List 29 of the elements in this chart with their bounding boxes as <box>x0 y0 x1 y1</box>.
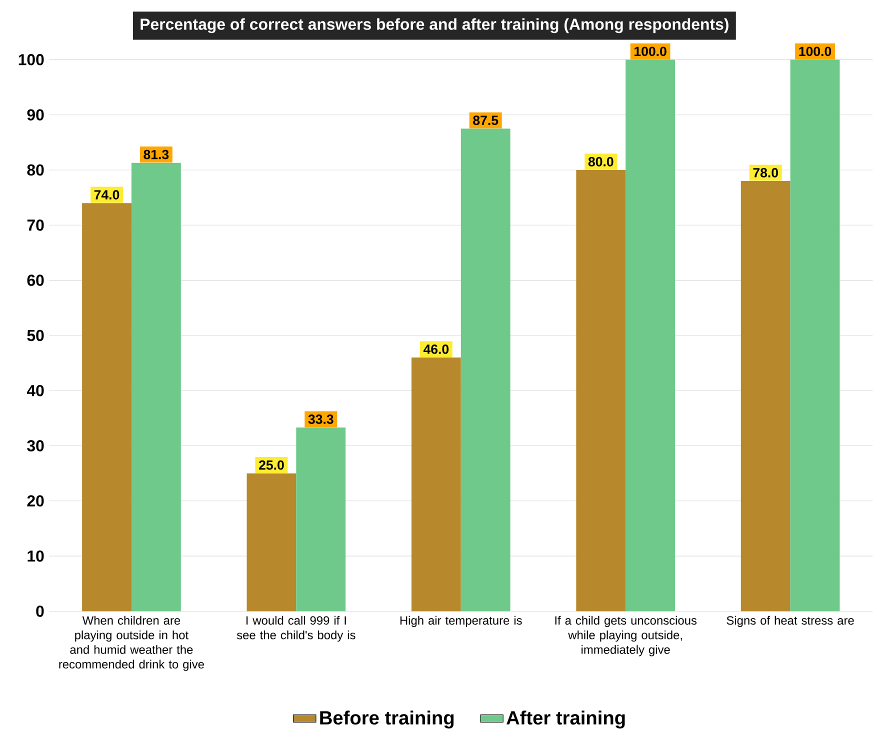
y-tick-label: 90 <box>27 109 44 121</box>
data-label: 80.0 <box>588 157 614 167</box>
data-label: 81.3 <box>144 150 169 160</box>
y-tick-label: 30 <box>27 440 44 452</box>
data-label: 100.0 <box>799 46 832 56</box>
x-tick-label: Signs of heat stress are <box>726 616 854 628</box>
data-label: 87.5 <box>473 116 498 126</box>
data-label: 74.0 <box>94 190 120 200</box>
y-tick-label: 80 <box>27 164 44 176</box>
data-label: 100.0 <box>634 46 666 56</box>
y-tick-label: 50 <box>27 330 44 342</box>
y-tick-label: 70 <box>27 220 44 231</box>
x-tick-label: High air temperature is <box>400 616 522 628</box>
x-tick-label: I would call 999 if I see the child's body is <box>236 616 356 642</box>
legend-label: After training <box>506 710 625 729</box>
data-label: 78.0 <box>753 168 778 178</box>
y-tick-label: 0 <box>36 606 44 618</box>
y-tick-label: 20 <box>27 495 44 507</box>
y-tick-label: 40 <box>26 385 44 396</box>
y-tick-label: 10 <box>28 550 44 562</box>
chart-title: Percentage of correct answers before and after training (Among respondents) <box>140 18 728 34</box>
y-tick-label: 100 <box>18 54 44 66</box>
x-tick-label: If a child gets unconscious while playing outside, immediately give <box>555 616 697 656</box>
data-label: 33.3 <box>308 414 334 424</box>
x-tick-label: When children are playing outside in hot and humid weather the recommended drink to give <box>59 616 204 672</box>
data-label: 46.0 <box>423 344 449 354</box>
data-label: 25.0 <box>259 460 284 470</box>
legend-label: Before training <box>320 710 454 729</box>
y-tick-label: 60 <box>27 274 44 286</box>
